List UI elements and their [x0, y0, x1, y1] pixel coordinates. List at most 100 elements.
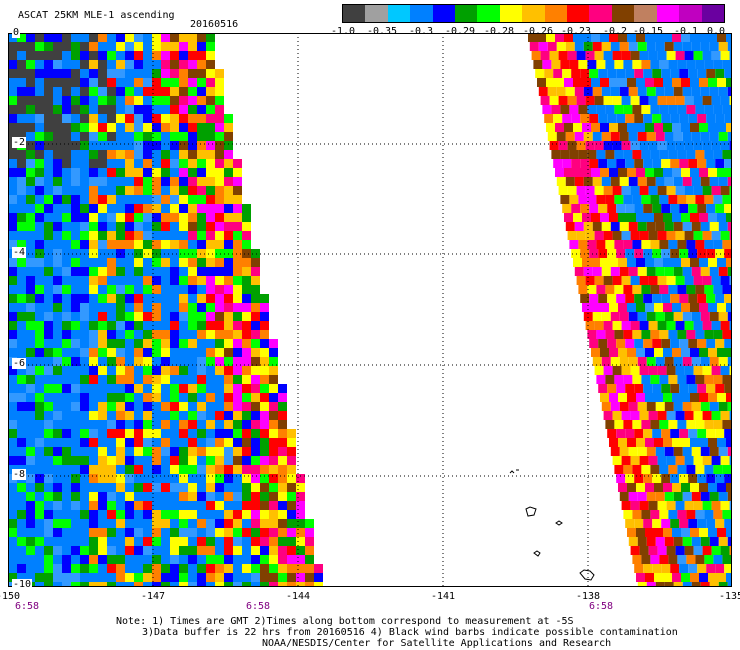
- swath-cell: [125, 141, 134, 150]
- swath-cell: [655, 132, 665, 141]
- swath-cell: [44, 222, 53, 231]
- swath-cell: [582, 123, 591, 132]
- swath-cell: [706, 159, 716, 168]
- swath-cell: [35, 33, 44, 42]
- swath-cell: [677, 150, 687, 159]
- swath-cell: [621, 231, 631, 240]
- swath-cell: [170, 141, 179, 150]
- swath-cell: [53, 96, 62, 105]
- swath-cell: [26, 447, 35, 456]
- swath-cell: [645, 78, 654, 87]
- swath-cell: [134, 447, 143, 456]
- swath-cell: [89, 501, 98, 510]
- swath-cell: [607, 69, 617, 78]
- swath-cell: [35, 231, 44, 240]
- swath-cell: [161, 168, 170, 177]
- swath-cell: [98, 429, 107, 438]
- swath-cell: [107, 375, 116, 384]
- swath-cell: [621, 141, 631, 150]
- swath-cell: [125, 411, 134, 420]
- swath-cell: [565, 87, 575, 96]
- swath-cell: [98, 510, 107, 519]
- swath-cell: [287, 429, 296, 438]
- swath-cell: [17, 501, 26, 510]
- swath-cell: [17, 528, 26, 537]
- swath-cell: [702, 96, 712, 105]
- swath-cell: [161, 483, 170, 492]
- swath-cell: [562, 204, 572, 213]
- swath-cell: [188, 321, 197, 330]
- swath-cell: [619, 87, 629, 96]
- swath-cell: [242, 285, 251, 294]
- swath-cell: [44, 42, 53, 51]
- swath-cell: [53, 303, 62, 312]
- swath-cell: [44, 150, 53, 159]
- swath-cell: [107, 411, 116, 420]
- swath-cell: [143, 510, 152, 519]
- colorbar-cell: [432, 5, 456, 22]
- swath-cell: [630, 51, 640, 60]
- swath-cell: [62, 69, 71, 78]
- swath-cell: [233, 582, 242, 587]
- swath-cell: [600, 348, 609, 357]
- swath-cell: [35, 141, 44, 150]
- swath-cell: [215, 285, 224, 294]
- swath-cell: [80, 384, 89, 393]
- swath-cell: [709, 402, 719, 411]
- swath-cell: [26, 60, 35, 69]
- swath-cell: [628, 87, 638, 96]
- swath-cell: [700, 312, 710, 321]
- swath-cell: [717, 438, 726, 447]
- swath-cell: [62, 438, 71, 447]
- swath-cell: [657, 276, 667, 285]
- swath-cell: [26, 411, 35, 420]
- swath-cell: [709, 357, 719, 366]
- swath-cell: [215, 402, 224, 411]
- swath-cell: [35, 150, 44, 159]
- swath-cell: [80, 240, 89, 249]
- swath-cell: [143, 546, 152, 555]
- swath-cell: [727, 42, 732, 51]
- swath-cell: [233, 294, 242, 303]
- swath-cell: [663, 258, 672, 267]
- swath-cell: [152, 366, 161, 375]
- swath-cell: [636, 393, 645, 402]
- swath-cell: [718, 357, 728, 366]
- swath-cell: [711, 96, 721, 105]
- swath-cell: [53, 564, 62, 573]
- swath-cell: [700, 537, 710, 546]
- swath-cell: [98, 438, 107, 447]
- swath-cell: [8, 285, 17, 294]
- swath-cell: [587, 240, 597, 249]
- swath-cell: [634, 114, 644, 123]
- swath-cell: [206, 573, 215, 582]
- swath-cell: [8, 114, 17, 123]
- swath-cell: [654, 258, 663, 267]
- swath-cell: [152, 483, 161, 492]
- swath-cell: [724, 114, 732, 123]
- swath-cell: [287, 447, 296, 456]
- swath-cell: [107, 555, 116, 564]
- swath-cell: [134, 348, 143, 357]
- swath-cell: [652, 384, 662, 393]
- swath-cell: [690, 528, 699, 537]
- colorbar-tick-label: 0.0: [706, 26, 726, 37]
- swath-cell: [89, 114, 98, 123]
- swath-cell: [80, 420, 89, 429]
- swath-cell: [646, 132, 656, 141]
- swath-cell: [161, 501, 170, 510]
- swath-cell: [260, 492, 269, 501]
- swath-cell: [305, 537, 314, 546]
- swath-cell: [134, 168, 143, 177]
- swath-cell: [643, 69, 653, 78]
- swath-cell: [672, 528, 681, 537]
- swath-cell: [224, 303, 233, 312]
- swath-cell: [688, 564, 698, 573]
- swath-cell: [26, 96, 35, 105]
- islands: [509, 469, 595, 581]
- swath-cell: [107, 222, 116, 231]
- swath-cell: [134, 240, 143, 249]
- swath-cell: [71, 384, 80, 393]
- swath-cell: [690, 348, 699, 357]
- swath-cell: [582, 213, 591, 222]
